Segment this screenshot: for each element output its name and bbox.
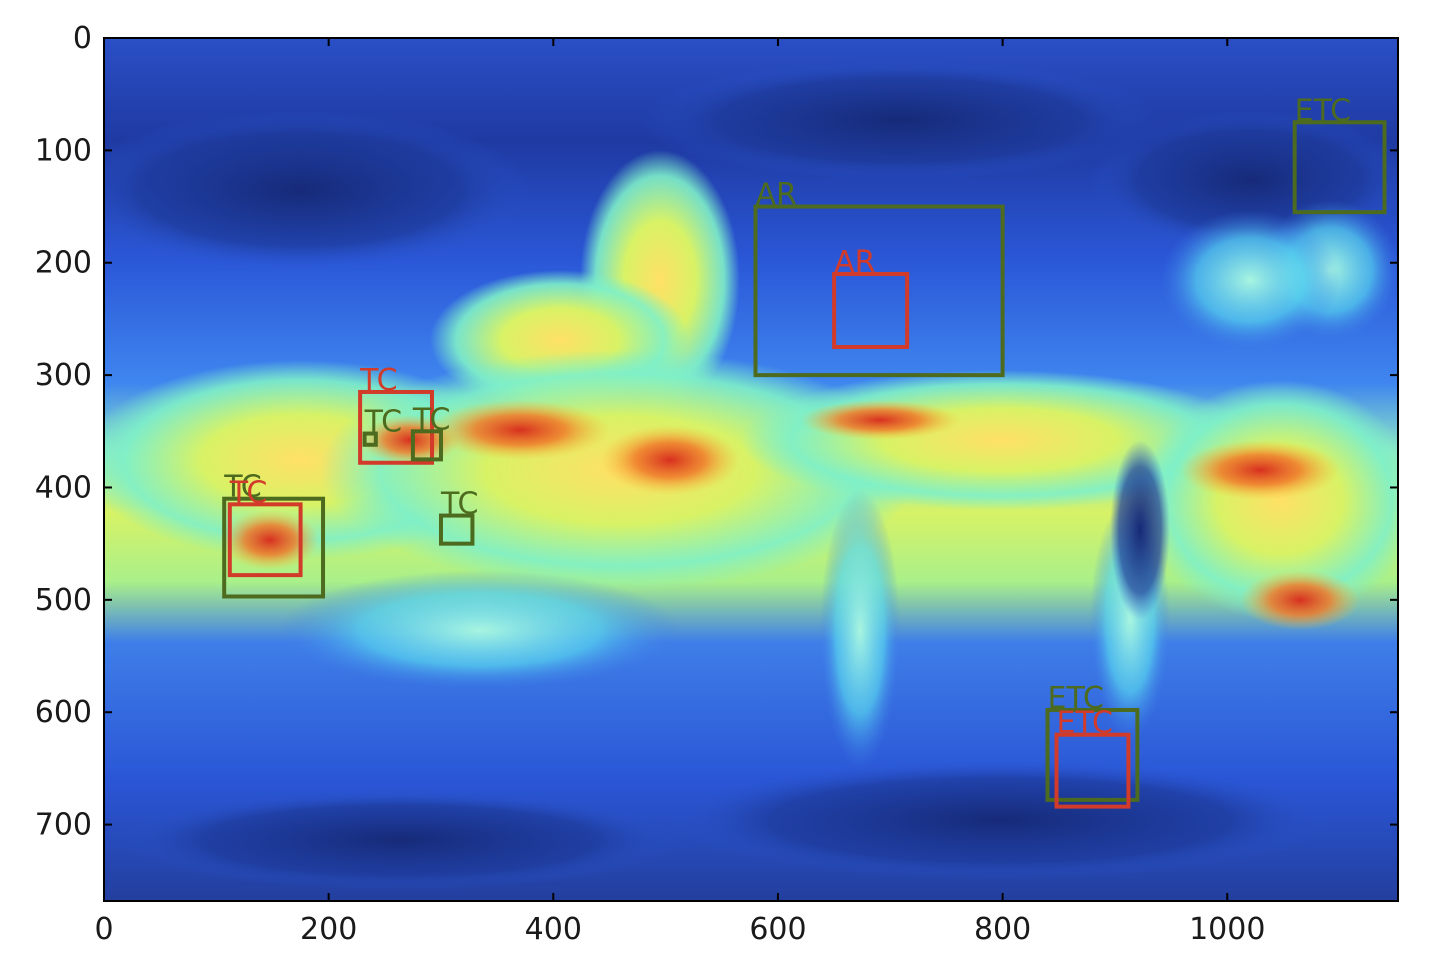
y-tick-label-700: 700 <box>35 808 92 843</box>
prediction-box-ar-2 <box>832 271 910 350</box>
y-tick-label-300: 300 <box>35 358 92 393</box>
x-tick-label-1000: 1000 <box>1189 912 1265 947</box>
ground-truth-box-etc-0 <box>1292 120 1387 215</box>
box-label-tc-3: TC <box>359 363 398 398</box>
box-label-tc-7: TC <box>223 470 262 505</box>
box-label-ar-1: AR <box>755 178 796 213</box>
heatmap-field <box>104 38 1398 901</box>
box-label-tc-4: TC <box>364 405 403 440</box>
box-label-tc-6: TC <box>440 487 479 522</box>
prediction-box-tc-8 <box>227 502 303 578</box>
prediction-box-etc-10 <box>1054 732 1131 809</box>
x-tick-label-800: 800 <box>974 912 1031 947</box>
ground-truth-box-etc-9 <box>1045 707 1140 802</box>
x-tick-label-600: 600 <box>749 912 806 947</box>
ground-truth-box-tc-5 <box>410 429 443 462</box>
ground-truth-box-ar-1 <box>753 204 1005 378</box>
box-label-etc-9: ETC <box>1048 681 1104 716</box>
y-tick-label-400: 400 <box>35 470 92 505</box>
box-label-tc-5: TC <box>412 402 451 437</box>
box-label-etc-10: ETC <box>1057 706 1113 741</box>
y-tick-label-600: 600 <box>35 695 92 730</box>
y-tick-label-0: 0 <box>73 21 92 56</box>
ground-truth-box-tc-4 <box>362 431 378 447</box>
x-tick-label-0: 0 <box>94 912 113 947</box>
y-tick-label-500: 500 <box>35 583 92 618</box>
prediction-box-tc-3 <box>358 389 434 465</box>
x-tick-label-400: 400 <box>525 912 582 947</box>
box-label-tc-8: TC <box>229 475 268 510</box>
y-tick-label-100: 100 <box>35 133 92 168</box>
x-tick-label-200: 200 <box>300 912 357 947</box>
ground-truth-box-tc-6 <box>438 513 475 546</box>
box-label-ar-2: AR <box>834 245 875 280</box>
axis-ticks: 0 200 400 600 800 1000 0 100 200 300 400 500 600 700 <box>35 21 1398 947</box>
y-tick-label-200: 200 <box>35 246 92 281</box>
axes-frame <box>103 37 1399 902</box>
box-label-etc-0: ETC <box>1295 93 1351 128</box>
ground-truth-box-tc-7 <box>222 496 326 599</box>
